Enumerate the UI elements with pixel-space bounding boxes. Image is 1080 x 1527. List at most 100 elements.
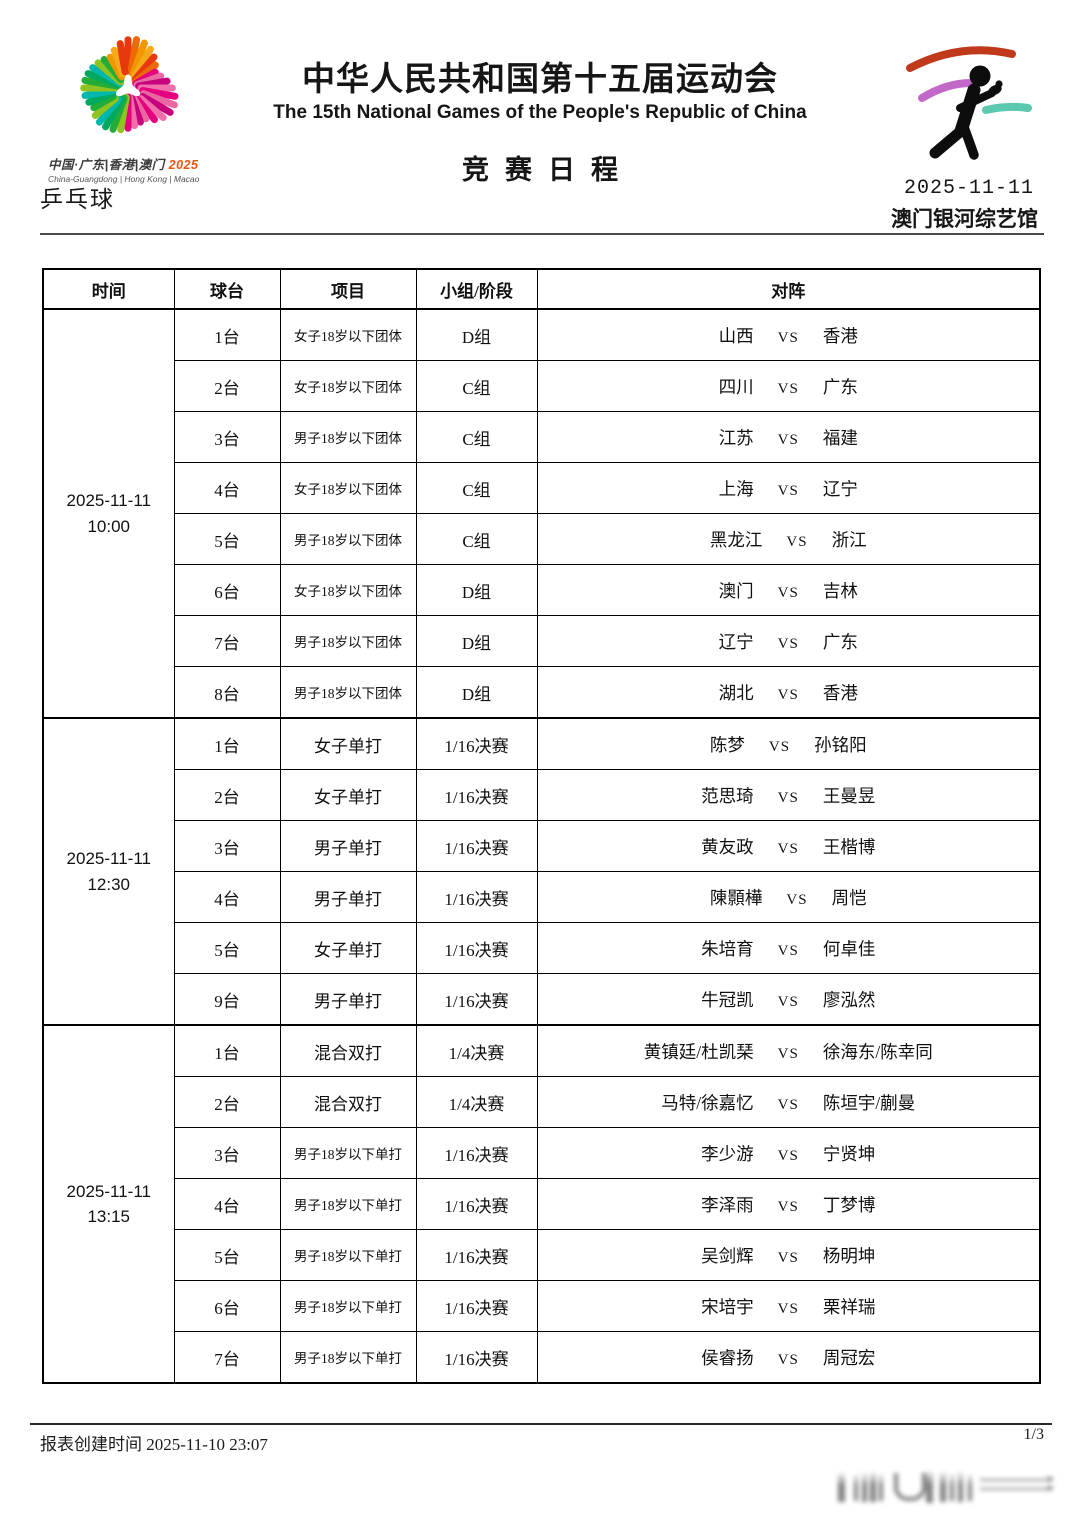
matchup-left: 马特/徐嘉忆 [661,1092,754,1113]
matchup-left: 陳顥樺 [709,887,763,908]
matchup-right: 何卓佳 [822,938,876,959]
matchup-left: 四川 [718,376,754,397]
vs-label: VS [768,738,791,755]
vs-label: VS [777,329,799,346]
table-number-cell: 3台 [173,1127,281,1179]
column-header-time: 时间 [42,268,175,310]
event-cell: 女子单打 [279,922,417,974]
table-number-cell: 2台 [173,360,281,412]
matchup-left: 辽宁 [718,631,754,652]
matchup-cell: 马特/徐嘉忆 VS 陈垣宇/蒯曼 [536,1076,1041,1128]
vs-label: VS [777,1351,799,1368]
stage-cell: 1/16决赛 [415,1331,538,1384]
table-row: 4台 女子18岁以下团体 C组 上海 VS 辽宁 [43,462,1041,514]
table-row: 9台 男子单打 1/16决赛 牛冠凯 VS 廖泓然 [43,973,1041,1026]
schedule-date: 2025-11-11 [903,177,1034,200]
matchup-left: 黄友政 [701,836,754,857]
event-cell: 男子18岁以下单打 [279,1229,417,1281]
time-clock: 12:30 [87,874,131,894]
table-number-cell: 5台 [173,922,281,974]
table-number-cell: 9台 [173,973,281,1026]
matchup-left: 侯睿扬 [701,1347,754,1368]
matchup-cell: 陈梦 VS 孙铭阳 [536,717,1041,770]
table-row: 8台 男子18岁以下团体 D组 湖北 VS 香港 [43,666,1041,719]
vs-label: VS [777,431,799,448]
vs-label: VS [786,533,808,550]
matchup-right: 宁贤坤 [822,1143,876,1164]
stage-cell: 1/16决赛 [415,1280,538,1332]
table-row: 5台 男子18岁以下团体 C组 黑龙江 VS 浙江 [43,513,1041,565]
matchup-right: 广东 [822,631,858,652]
time-date: 2025-11-11 [66,849,151,868]
vs-label: VS [777,1300,799,1317]
matchup-left: 范思琦 [701,785,754,806]
matchup-cell: 李泽雨 VS 丁梦博 [536,1178,1041,1230]
table-row: 5台 男子18岁以下单打 1/16决赛 吴剑辉 VS 杨明坤 [43,1229,1041,1281]
matchup-left: 朱培育 [701,938,754,959]
event-cell: 混合双打 [279,1076,417,1128]
matchup-left: 吴剑辉 [701,1245,754,1266]
event-cell: 男子18岁以下团体 [279,615,417,667]
sport-label: 乒乓球 [40,187,115,212]
table-row: 4台 男子18岁以下单打 1/16决赛 李泽雨 VS 丁梦博 [43,1178,1041,1230]
logo-year: 2025 [168,158,199,172]
table-row: 2台 女子18岁以下团体 C组 四川 VS 广东 [43,360,1041,412]
matchup-right: 孙铭阳 [814,734,867,755]
matchup-cell: 江苏 VS 福建 [536,411,1041,463]
vs-label: VS [777,1147,799,1164]
watermark-scribble [838,1460,1058,1510]
table-number-cell: 6台 [173,1280,281,1332]
table-row: 6台 女子18岁以下团体 D组 澳门 VS 吉林 [43,564,1041,616]
table-number-cell: 3台 [173,820,281,872]
event-cell: 混合双打 [279,1024,417,1077]
table-row: 3台 男子18岁以下单打 1/16决赛 李少游 VS 宁贤坤 [43,1127,1041,1179]
stage-cell: C组 [415,513,538,565]
matchup-left: 江苏 [718,427,754,448]
matchup-cell: 宋培宇 VS 栗祥瑞 [536,1280,1041,1332]
vs-label: VS [777,1045,799,1062]
page-subtitle: The 15th National Games of the People's … [273,101,807,123]
table-row: 4台 男子单打 1/16决赛 陳顥樺 VS 周恺 [43,871,1041,923]
header-divider [40,233,1044,235]
column-header-matchup: 对阵 [536,268,1041,310]
event-cell: 男子18岁以下单打 [279,1331,417,1384]
swoosh-teal [982,102,1032,114]
matchup-left: 山西 [718,325,754,346]
event-cell: 男子18岁以下单打 [279,1280,417,1332]
vs-label: VS [777,686,799,703]
vs-label: VS [777,584,799,601]
table-row: 3台 男子18岁以下团体 C组 江苏 VS 福建 [43,411,1041,463]
matchup-right: 周冠宏 [822,1347,876,1368]
table-number-cell: 4台 [173,1178,281,1230]
matchup-right: 吉林 [822,580,858,601]
matchup-right: 广东 [822,376,858,397]
matchup-right: 廖泓然 [822,989,876,1010]
table-row: 2025-11-11 13:15 1台 混合双打 1/4决赛 黄镇廷/杜凯琹 VS 徐海东/陈… [42,1024,1041,1384]
stage-cell: 1/4决赛 [415,1024,538,1077]
matchup-right: 王曼昱 [822,785,876,806]
logo-region-text: 中国·广东|香港|澳门 2025 [48,158,199,172]
event-cell: 男子18岁以下单打 [279,1178,417,1230]
stage-cell: 1/4决赛 [415,1076,538,1128]
vs-label: VS [777,1198,799,1215]
event-cell: 女子18岁以下团体 [279,564,417,616]
table-number-cell: 2台 [173,1076,281,1128]
event-cell: 女子18岁以下团体 [279,462,417,514]
stage-cell: 1/16决赛 [415,973,538,1026]
matchup-cell: 黑龙江 VS 浙江 [536,513,1041,565]
stage-cell: D组 [415,564,538,616]
table-number-cell: 4台 [173,462,281,514]
matchup-right: 浙江 [831,529,867,550]
event-cell: 女子单打 [279,717,417,770]
time-clock: 10:00 [87,516,131,536]
event-cell: 男子18岁以下团体 [279,666,417,719]
stage-cell: 1/16决赛 [415,922,538,974]
matchup-cell: 四川 VS 广东 [536,360,1041,412]
schedule-table-body: 2025-11-11 10:00 1台 女子18岁以下团体 D组 山西 VS 香港 2台 女子18… [42,308,1041,1384]
stage-cell: 1/16决赛 [415,769,538,821]
vs-label: VS [777,380,799,397]
event-cell: 男子单打 [279,820,417,872]
table-number-cell: 3台 [173,411,281,463]
vs-label: VS [777,482,799,499]
page-number: 1/3 [1023,1426,1044,1443]
